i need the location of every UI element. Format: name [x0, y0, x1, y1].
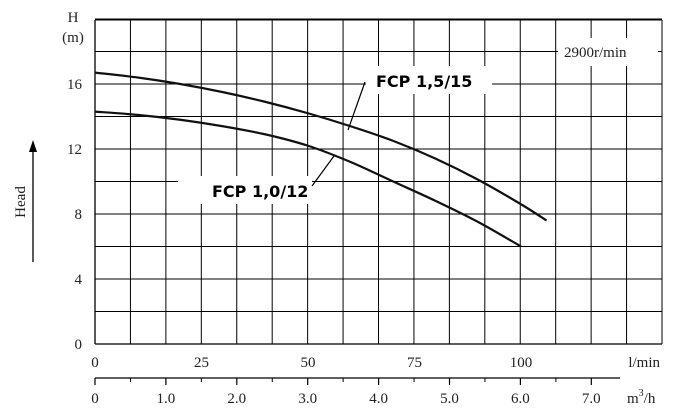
series-label-fcp-1-0-12: FCP 1,0/12: [212, 182, 308, 201]
x-secondary-tick-label: 3.0: [298, 391, 317, 407]
y-tick-label: 0: [75, 337, 83, 353]
x-secondary-unit-base: m: [627, 391, 639, 407]
series-label-fcp-1-5-15: FCP 1,5/15: [376, 72, 472, 91]
x-secondary-unit: m3/h: [627, 388, 656, 407]
x-primary-tick-label: 50: [301, 355, 316, 371]
tick-labels: 0 4 8 12 16 0 25 50 75 100 0 1.0 2.0 3.0 4.0 5.0 6.0 7.0: [67, 77, 601, 407]
x-secondary-tick-label: 4.0: [369, 391, 388, 407]
y-tick-label: 8: [75, 207, 83, 223]
y-tick-label: 12: [67, 142, 82, 158]
x-primary-unit: l/min: [628, 355, 660, 371]
leader-line-fcp-1-0-12: [311, 155, 335, 187]
x-secondary-tick-label: 2.0: [227, 391, 246, 407]
series-label-box-fcp-1-0-12: [178, 176, 312, 204]
head-arrow-icon: [29, 140, 37, 152]
y-tick-label: 16: [67, 77, 83, 93]
x-primary-tick-label: 75: [407, 355, 422, 371]
x-secondary-tick-label: 5.0: [440, 391, 459, 407]
series-label-box-fcp-1-5-15: [366, 66, 492, 94]
curve-series-1: [94, 110, 522, 248]
speed-label: 2900r/min: [564, 45, 627, 61]
curve-series-0: [94, 71, 548, 222]
x-primary-tick-label: 25: [194, 355, 209, 371]
head-label: Head: [13, 186, 29, 218]
leader-line-fcp-1-5-15: [347, 81, 366, 131]
y-unit-paren: (m): [62, 30, 84, 46]
curves: [94, 71, 548, 248]
y-tick-label: 4: [75, 272, 83, 288]
x-primary-tick-label: 100: [510, 355, 533, 371]
y-unit-letter: H: [68, 10, 79, 26]
x-secondary-tick-label: 7.0: [582, 391, 601, 407]
speed-label-box: [558, 38, 658, 66]
x-secondary-tick-label: 1.0: [157, 391, 176, 407]
x-secondary-tick-label: 6.0: [511, 391, 530, 407]
x-primary-tick-label: 0: [91, 355, 99, 371]
x-secondary-unit-exp: 3: [639, 388, 644, 399]
x-secondary-unit-suffix: /h: [644, 391, 656, 407]
x-secondary-tick-label: 0: [91, 391, 99, 407]
